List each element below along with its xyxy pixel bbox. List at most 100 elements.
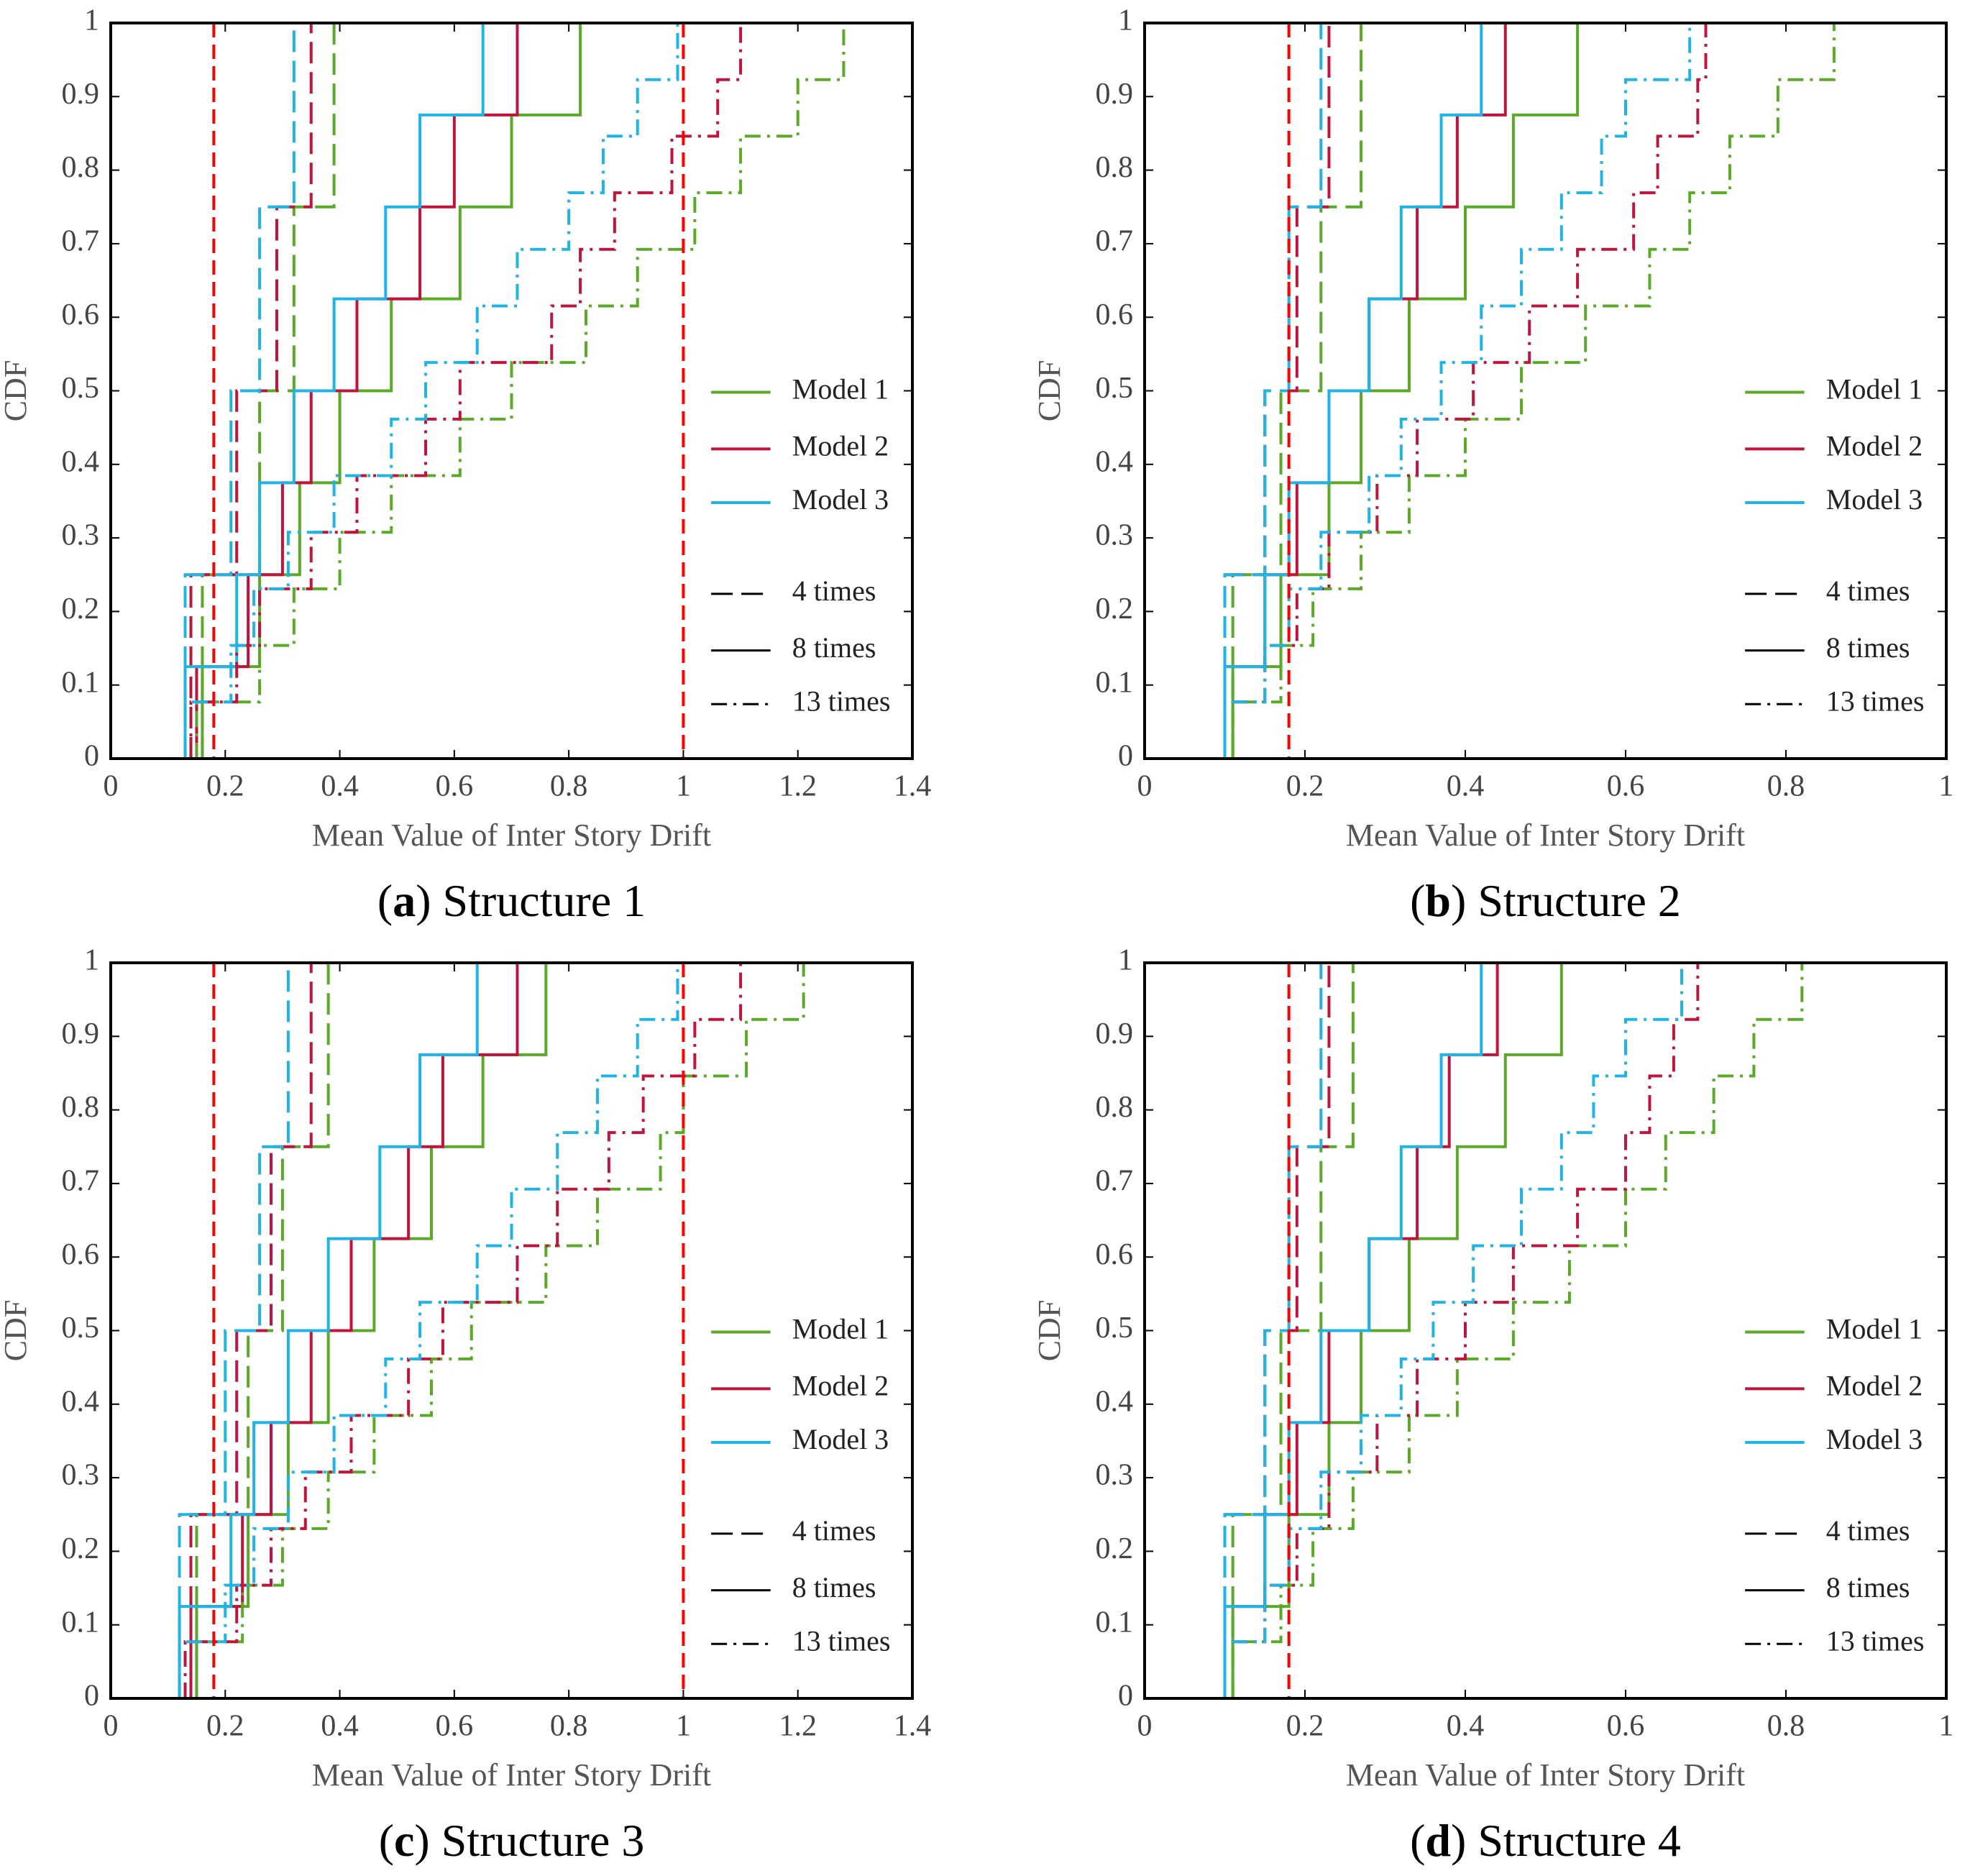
y-tick-label: 0.8 — [62, 1091, 100, 1124]
cdf-step — [195, 963, 805, 1698]
y-tick-label: 0.1 — [1096, 666, 1134, 699]
caption-part: ( — [377, 875, 393, 926]
legend-label: 4 times — [1826, 575, 1910, 607]
x-tick-label: 0.2 — [206, 1710, 244, 1743]
y-tick-label: 0.8 — [1096, 1091, 1134, 1124]
legend-label: 13 times — [1826, 685, 1925, 717]
x-tick-label: 0.8 — [1767, 770, 1805, 803]
y-tick-label: 0.6 — [1096, 1238, 1134, 1271]
legend-label: Model 3 — [1826, 1423, 1923, 1455]
y-tick-label: 0.6 — [1096, 298, 1134, 331]
caption: (d) Structure 4 — [1410, 1815, 1681, 1866]
y-tick-label: 0.2 — [62, 1532, 100, 1565]
y-tick-label: 0.6 — [62, 298, 100, 331]
cdf-step — [1223, 963, 1483, 1698]
x-tick-label: 1.4 — [894, 1710, 932, 1743]
x-tick-label: 1.2 — [779, 770, 817, 803]
y-tick-label: 0 — [84, 740, 99, 773]
y-tick-label: 0.7 — [62, 1165, 100, 1198]
cdf-step — [201, 23, 582, 759]
cdf-step — [189, 963, 519, 1698]
caption: (b) Structure 2 — [1410, 875, 1681, 926]
y-tick-label: 0.7 — [1096, 1165, 1134, 1198]
x-tick-label: 0.6 — [1607, 1710, 1645, 1743]
x-tick-label: 0.6 — [436, 1710, 474, 1743]
caption-part: ( — [1410, 1815, 1425, 1866]
cdf-step — [178, 963, 479, 1698]
legend-label: Model 1 — [792, 1313, 889, 1345]
cdf-step — [183, 963, 743, 1698]
y-tick-label: 0.3 — [62, 519, 100, 552]
cdf-step — [1231, 963, 1804, 1698]
y-tick-label: 0.9 — [62, 1017, 100, 1051]
y-tick-label: 0.1 — [1096, 1606, 1134, 1639]
caption-part: d — [1425, 1815, 1451, 1866]
y-tick-label: 0.9 — [1096, 1017, 1134, 1051]
plot-frame — [109, 22, 914, 760]
y-tick-label: 0.4 — [1096, 445, 1134, 478]
y-tick-label: 0.1 — [62, 1606, 100, 1639]
legend-label: 8 times — [1826, 1571, 1910, 1603]
x-tick-label: 0 — [1137, 1710, 1153, 1743]
y-tick-label: 0.6 — [62, 1238, 100, 1271]
cdf-step — [178, 963, 290, 1698]
caption-part: b — [1425, 875, 1451, 926]
cdf-step — [189, 23, 743, 759]
x-tick-label: 0.8 — [550, 1710, 588, 1743]
cdf-step — [1223, 23, 1692, 759]
x-axis-label: Mean Value of Inter Story Drift — [312, 1757, 711, 1793]
legend-label: Model 2 — [1826, 429, 1923, 462]
x-axis-label: Mean Value of Inter Story Drift — [312, 818, 711, 853]
legend-label: Model 2 — [792, 1369, 889, 1401]
y-tick-label: 0.9 — [62, 78, 100, 111]
y-axis-label: CDF — [1032, 1300, 1067, 1362]
plot-frame — [1143, 961, 1948, 1700]
caption-part: ( — [379, 1815, 394, 1866]
y-tick-label: 0 — [1118, 740, 1133, 773]
x-tick-label: 0.4 — [1447, 1710, 1485, 1743]
x-tick-label: 0.2 — [206, 770, 244, 803]
legend-label: 4 times — [1826, 1514, 1910, 1547]
legend-label: 13 times — [792, 685, 891, 717]
x-axis-label: Mean Value of Inter Story Drift — [1346, 1757, 1745, 1793]
x-tick-label: 1.4 — [894, 770, 932, 803]
y-tick-label: 1 — [1118, 944, 1133, 977]
x-tick-label: 0 — [104, 1710, 119, 1743]
y-axis-label: CDF — [0, 360, 33, 422]
cdf-step — [178, 963, 679, 1698]
caption-part: ) Structure 1 — [416, 875, 646, 926]
x-tick-label: 0.4 — [1447, 770, 1485, 803]
y-tick-label: 0 — [84, 1680, 99, 1713]
y-tick-label: 0.1 — [62, 666, 100, 699]
y-tick-label: 0.3 — [1096, 519, 1134, 552]
x-tick-label: 0.6 — [1607, 770, 1645, 803]
plot-frame — [109, 961, 914, 1700]
cdf-step — [183, 23, 485, 759]
legend-label: Model 1 — [792, 373, 889, 406]
y-tick-label: 1 — [84, 944, 99, 977]
cdf-step — [1223, 963, 1684, 1698]
y-tick-label: 0.2 — [62, 592, 100, 626]
legend-label: 4 times — [792, 1514, 876, 1547]
legend-label: 13 times — [1826, 1624, 1925, 1657]
y-tick-label: 0.4 — [1096, 1385, 1134, 1418]
caption-part: ) Structure 2 — [1451, 875, 1681, 926]
y-tick-label: 0.4 — [62, 1385, 100, 1418]
y-tick-label: 0.5 — [1096, 372, 1134, 405]
legend-label: 4 times — [792, 575, 876, 607]
cdf-step — [183, 23, 296, 759]
x-axis-label: Mean Value of Inter Story Drift — [1346, 818, 1745, 853]
legend-label: Model 3 — [1826, 483, 1923, 516]
legend-label: Model 3 — [792, 1423, 889, 1455]
x-tick-label: 0 — [1137, 770, 1153, 803]
y-tick-label: 0.8 — [1096, 151, 1134, 184]
x-tick-label: 0.4 — [321, 770, 359, 803]
cdf-step — [1223, 23, 1483, 759]
legend-label: 8 times — [792, 631, 876, 664]
x-tick-label: 0.8 — [1767, 1710, 1805, 1743]
y-tick-label: 0.8 — [62, 151, 100, 184]
x-tick-label: 0.8 — [550, 770, 588, 803]
cdf-step — [1223, 963, 1331, 1698]
cdf-step — [1231, 23, 1836, 759]
